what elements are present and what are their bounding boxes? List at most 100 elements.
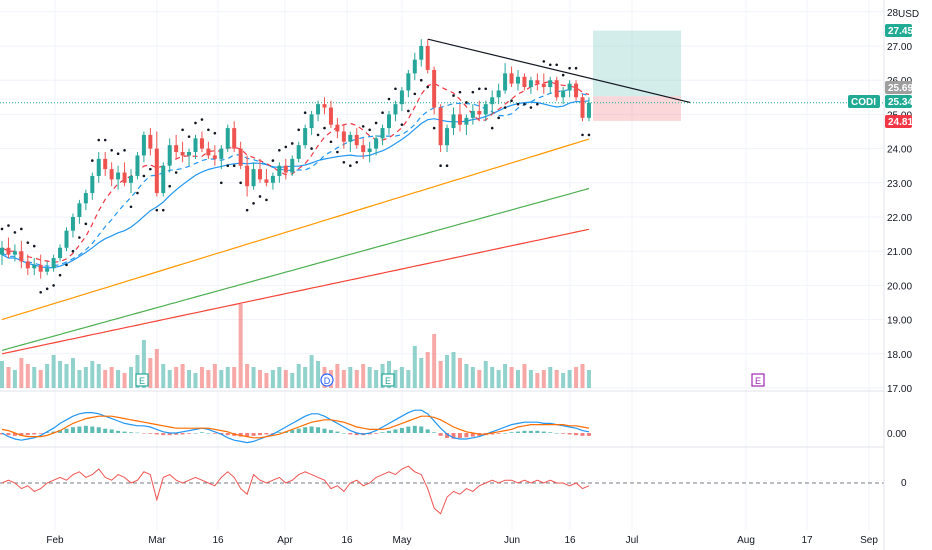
position-tool[interactable] xyxy=(0,30,884,121)
ma-line xyxy=(1,80,590,263)
macd-histogram-bar xyxy=(206,433,211,434)
psar-dot xyxy=(310,147,313,150)
macd-histogram-bar xyxy=(348,433,353,435)
candle-body xyxy=(0,247,4,255)
candle-body xyxy=(264,179,269,183)
volume-bar xyxy=(232,367,237,388)
macd-histogram-bar xyxy=(96,427,101,433)
ma-line xyxy=(1,88,590,267)
time-tick-label: 17 xyxy=(801,535,813,546)
volume-bar xyxy=(483,361,488,388)
psar-dot xyxy=(71,249,75,253)
psar-dot xyxy=(252,202,255,205)
macd-histogram-bar xyxy=(341,433,346,434)
time-tick-label: 16 xyxy=(341,535,353,546)
trendline[interactable] xyxy=(427,38,691,104)
candle-body xyxy=(251,169,256,187)
macd-histogram-bar xyxy=(277,432,282,433)
macd-histogram-bar xyxy=(374,433,379,434)
psar-dot xyxy=(361,125,365,128)
volume-bar xyxy=(193,373,198,388)
candle-body xyxy=(548,80,553,88)
macd-histogram-bar xyxy=(548,432,553,433)
ma-line xyxy=(1,100,590,269)
psar-dot xyxy=(581,133,584,137)
macd-histogram-bar xyxy=(0,433,4,435)
volume-bar xyxy=(129,367,133,388)
candle-body xyxy=(522,76,527,88)
macd-histogram-bar xyxy=(174,433,179,435)
psar-dot xyxy=(342,160,346,164)
macd-histogram-bar xyxy=(567,433,572,435)
ma-line xyxy=(1,187,590,351)
psar-dot xyxy=(32,244,36,248)
macd-histogram-bar xyxy=(541,431,546,433)
macd-histogram-bar xyxy=(6,433,11,436)
psar-dot xyxy=(445,164,449,167)
volume-bar xyxy=(32,367,37,388)
volume-bar xyxy=(554,370,559,388)
volume-bar xyxy=(574,367,579,388)
volume-bar xyxy=(490,367,495,388)
candle-body xyxy=(70,217,75,231)
last-price-label: 25.34 xyxy=(888,97,913,108)
macd-zero-label: 0.00 xyxy=(887,429,907,440)
ma-line xyxy=(1,228,590,355)
psar-dot xyxy=(284,145,288,149)
time-axis[interactable]: Feb Mar 16 Apr 16 May Jun 16 Jul Aug 17 Sep xyxy=(46,535,878,546)
candle-body xyxy=(154,148,159,194)
macd-histogram-bar xyxy=(554,433,559,434)
volume-bar xyxy=(445,355,450,388)
candle-body xyxy=(477,110,482,115)
macd-panel xyxy=(0,409,591,444)
ma-price-badge: 25.69 xyxy=(885,81,913,94)
price-tick-label: 19.00 xyxy=(887,316,912,327)
macd-histogram-bar xyxy=(406,426,411,433)
price-axis[interactable]: 17.00 18.00 19.00 20.00 21.00 22.00 23.00 24.00… xyxy=(887,8,912,395)
oscillator-line xyxy=(1,465,590,515)
macd-histogram-bar xyxy=(193,433,198,434)
macd-histogram-bar xyxy=(445,433,450,439)
macd-histogram-bar xyxy=(561,433,566,434)
price-tick-label: 17.00 xyxy=(887,384,912,395)
psar-dot xyxy=(207,128,210,132)
macd-histogram-bar xyxy=(387,430,391,433)
macd-histogram-bar xyxy=(580,433,585,436)
candle-body xyxy=(509,73,514,84)
psar-dot xyxy=(426,85,430,89)
volume-bar xyxy=(374,370,379,388)
price-tick-label: 28 xyxy=(887,8,899,19)
volume-bar xyxy=(19,358,24,388)
candle-body xyxy=(316,104,321,115)
volume-bar xyxy=(399,367,404,388)
candle-body xyxy=(432,69,437,108)
macd-histogram-bar xyxy=(425,429,430,433)
stop-zone xyxy=(593,96,681,121)
candle-body xyxy=(12,251,17,255)
macd-histogram-bar xyxy=(187,433,192,434)
psar-dot xyxy=(200,118,204,121)
event-label: E xyxy=(755,376,761,386)
candle-body xyxy=(290,158,295,173)
psar-dot xyxy=(458,90,462,94)
symbol-badge[interactable]: CODI xyxy=(848,95,880,108)
volume-bar xyxy=(219,370,224,388)
psar-dot xyxy=(239,181,242,185)
volume-bar xyxy=(412,346,417,388)
event-label: D xyxy=(324,376,331,386)
candle-body xyxy=(283,165,288,173)
macd-histogram-bar xyxy=(509,432,514,433)
macd-histogram-bar xyxy=(25,433,30,436)
ma-line xyxy=(1,138,590,321)
psar-dot xyxy=(181,128,184,132)
macd-histogram-bar xyxy=(38,433,43,434)
volume-bar xyxy=(90,361,95,388)
price-tick-label: 22.00 xyxy=(887,213,912,224)
macd-histogram-bar xyxy=(412,425,417,433)
psar-dot xyxy=(510,99,513,103)
psar-dot xyxy=(329,140,333,144)
macd-histogram-bar xyxy=(64,428,69,433)
event-label: E xyxy=(139,376,145,386)
